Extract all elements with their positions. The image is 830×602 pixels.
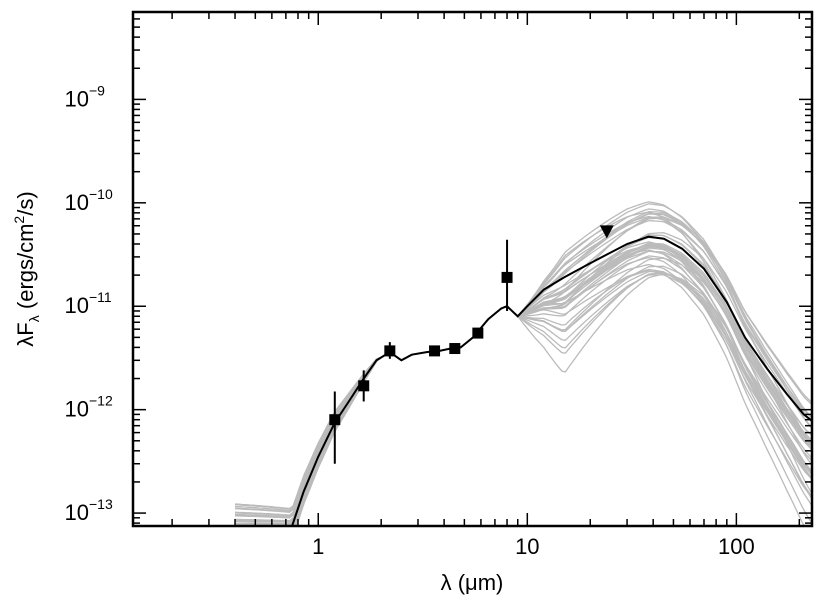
data-point <box>329 414 341 426</box>
y-tick-label-base: 10 <box>65 397 89 422</box>
upper-limit-marker <box>599 225 614 239</box>
y-tick-label-base: 10 <box>65 293 89 318</box>
y-tick-label: 10 <box>65 500 89 525</box>
data-point <box>472 327 484 339</box>
model-fit-curve <box>234 216 812 513</box>
model-fit-curve <box>295 211 812 526</box>
y-axis-title-tail: /s) <box>13 191 38 215</box>
model-fit-curves <box>234 201 812 526</box>
model-fit-curve <box>235 211 812 522</box>
model-fit-curve <box>293 232 812 526</box>
observed-data-points <box>329 225 614 464</box>
y-axis-title-superscript: 2 <box>11 216 27 224</box>
x-axis: 1 10 100 <box>171 12 801 559</box>
best-fit-model-line <box>291 235 812 526</box>
y-tick-label: 10 <box>65 190 89 215</box>
y-tick-label: 10 <box>65 293 89 318</box>
data-point <box>358 380 370 392</box>
x-tick-label: 100 <box>718 534 755 559</box>
y-tick-label-exponent: −12 <box>89 393 113 409</box>
model-fit-curve <box>234 234 812 519</box>
y-tick-label: 10 <box>65 397 89 422</box>
y-axis-title-subscript: λ <box>26 315 42 322</box>
model-fit-curve <box>293 212 812 526</box>
data-point <box>384 345 396 357</box>
model-fit-curve <box>235 257 812 526</box>
model-fit-curve <box>235 257 812 526</box>
x-tick-label: 10 <box>515 534 539 559</box>
data-point <box>429 345 441 357</box>
y-tick-label-base: 10 <box>65 190 89 215</box>
y-tick-label-base: 10 <box>65 500 89 525</box>
y-tick-label-exponent: −9 <box>89 82 105 98</box>
plot-frame <box>131 10 814 528</box>
model-fit-curve <box>294 250 812 526</box>
model-fit-curve <box>295 203 812 526</box>
model-fit-curve <box>234 208 812 526</box>
model-fit-curve <box>235 213 812 526</box>
y-tick-label-exponent: −10 <box>89 186 113 202</box>
model-fit-curve <box>234 255 812 517</box>
y-tick-label-base: 10 <box>65 86 89 111</box>
model-fit-curve <box>291 219 812 526</box>
x-tick-label: 1 <box>312 534 324 559</box>
y-tick-label-exponent: −13 <box>89 496 113 512</box>
y-axis-title: λFλ (ergs/cm2/s) <box>11 191 42 346</box>
model-fit-curve <box>234 217 812 517</box>
data-point <box>449 343 461 355</box>
model-fit-curve <box>234 216 812 513</box>
model-fit-curve <box>294 273 812 526</box>
data-point <box>501 271 513 283</box>
y-tick-label-exponent: −11 <box>89 289 112 305</box>
y-axis-title-units: (ergs/cm <box>13 224 38 316</box>
model-fit-curve <box>293 249 812 526</box>
model-fit-curve <box>295 250 812 526</box>
model-fit-curve <box>235 246 812 523</box>
y-tick-label: 10 <box>65 86 89 111</box>
x-axis-title: λ (μm) <box>441 570 504 595</box>
y-axis-title-lead: λF <box>13 322 38 346</box>
model-fit-curve <box>234 263 812 518</box>
